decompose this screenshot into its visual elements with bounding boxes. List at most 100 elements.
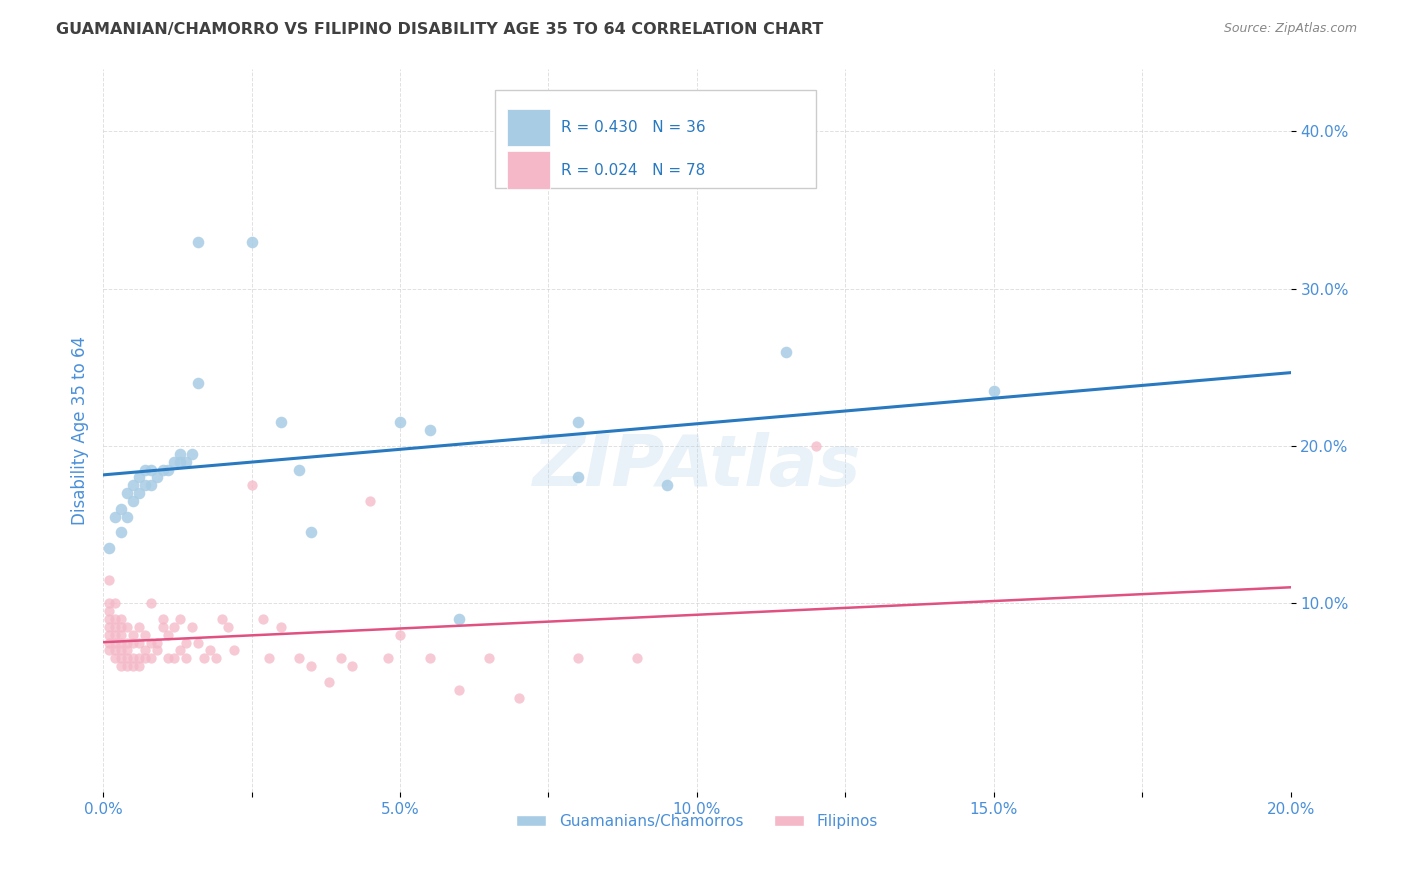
Point xyxy=(169,643,191,657)
Point xyxy=(121,635,143,649)
Point xyxy=(181,447,204,461)
Point xyxy=(134,643,156,657)
Text: Source: ZipAtlas.com: Source: ZipAtlas.com xyxy=(1223,22,1357,36)
Point xyxy=(115,651,138,665)
Point xyxy=(157,628,180,642)
Point xyxy=(115,486,138,500)
Point xyxy=(98,635,121,649)
Point xyxy=(181,620,204,634)
Point xyxy=(145,643,167,657)
Point xyxy=(110,501,132,516)
Point xyxy=(419,423,441,437)
Point xyxy=(104,651,127,665)
Point xyxy=(169,447,191,461)
Point xyxy=(252,612,274,626)
Point xyxy=(98,573,121,587)
Point xyxy=(567,470,589,484)
Point xyxy=(775,344,797,359)
Point xyxy=(567,416,589,430)
Point xyxy=(259,651,281,665)
Point xyxy=(110,525,132,540)
Text: GUAMANIAN/CHAMORRO VS FILIPINO DISABILITY AGE 35 TO 64 CORRELATION CHART: GUAMANIAN/CHAMORRO VS FILIPINO DISABILIT… xyxy=(56,22,824,37)
Text: R = 0.024   N = 78: R = 0.024 N = 78 xyxy=(561,163,706,178)
Point xyxy=(128,635,150,649)
Point xyxy=(121,478,143,492)
Point xyxy=(508,690,530,705)
Point xyxy=(163,651,186,665)
Point xyxy=(567,651,589,665)
Point xyxy=(104,612,127,626)
Point xyxy=(152,462,174,476)
Point xyxy=(174,651,197,665)
Point xyxy=(217,620,239,634)
Y-axis label: Disability Age 35 to 64: Disability Age 35 to 64 xyxy=(72,335,89,524)
Point xyxy=(128,486,150,500)
Point xyxy=(449,682,471,697)
Point xyxy=(98,596,121,610)
Point xyxy=(299,525,322,540)
Point xyxy=(377,651,399,665)
Point xyxy=(115,509,138,524)
Text: R = 0.430   N = 36: R = 0.430 N = 36 xyxy=(561,120,706,135)
Point xyxy=(187,235,209,249)
Point xyxy=(288,651,311,665)
Point xyxy=(104,596,127,610)
Legend: Guamanians/Chamorros, Filipinos: Guamanians/Chamorros, Filipinos xyxy=(510,808,884,835)
Point xyxy=(110,659,132,673)
Point xyxy=(187,635,209,649)
Point xyxy=(121,494,143,508)
Point xyxy=(388,628,411,642)
Point xyxy=(157,651,180,665)
Point xyxy=(110,620,132,634)
Point xyxy=(139,462,162,476)
Point xyxy=(318,674,340,689)
Point xyxy=(478,651,501,665)
Point xyxy=(270,416,292,430)
Point xyxy=(128,651,150,665)
Point xyxy=(139,596,162,610)
Point xyxy=(205,651,228,665)
Point xyxy=(240,478,263,492)
Point xyxy=(187,376,209,390)
Point xyxy=(98,628,121,642)
Point xyxy=(104,635,127,649)
Point xyxy=(152,612,174,626)
Point xyxy=(98,541,121,556)
Point xyxy=(163,455,186,469)
Point xyxy=(152,620,174,634)
Point xyxy=(134,651,156,665)
FancyBboxPatch shape xyxy=(508,152,550,189)
Point xyxy=(419,651,441,665)
Point xyxy=(104,628,127,642)
Point xyxy=(804,439,827,453)
Point xyxy=(134,628,156,642)
Point xyxy=(110,628,132,642)
Point xyxy=(128,659,150,673)
Point xyxy=(342,659,364,673)
Point xyxy=(193,651,215,665)
Point xyxy=(657,478,679,492)
Point xyxy=(139,651,162,665)
Point xyxy=(169,612,191,626)
Point xyxy=(222,643,245,657)
Point xyxy=(163,620,186,634)
Point xyxy=(174,635,197,649)
Point xyxy=(104,643,127,657)
Point xyxy=(110,643,132,657)
Point xyxy=(329,651,352,665)
Point xyxy=(174,455,197,469)
Point xyxy=(121,659,143,673)
FancyBboxPatch shape xyxy=(508,109,550,146)
Text: ZIPAtlas: ZIPAtlas xyxy=(533,432,860,501)
Point xyxy=(110,651,132,665)
Point xyxy=(104,509,127,524)
Point xyxy=(198,643,221,657)
Point xyxy=(98,643,121,657)
Point xyxy=(134,478,156,492)
Point xyxy=(169,455,191,469)
Point xyxy=(115,620,138,634)
Point xyxy=(359,494,381,508)
Point xyxy=(240,235,263,249)
Point xyxy=(211,612,233,626)
Point xyxy=(145,470,167,484)
